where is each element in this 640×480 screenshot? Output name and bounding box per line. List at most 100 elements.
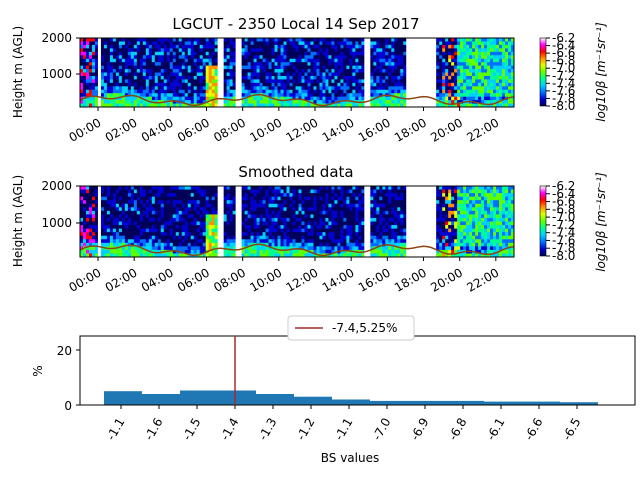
heat-cell: [160, 235, 165, 240]
heat-cell: [154, 186, 159, 190]
heat-cell: [232, 96, 237, 101]
heat-cell: [484, 51, 488, 56]
heat-cell: [196, 210, 201, 215]
heat-cell: [343, 62, 347, 66]
heat-cell: [181, 96, 186, 101]
heat-cell: [415, 55, 419, 60]
heat-cell: [145, 235, 150, 240]
heat-cell: [196, 100, 201, 104]
heat-cell: [379, 82, 383, 87]
heat-cell: [166, 221, 171, 226]
heat-cell: [112, 200, 117, 205]
heat-cell: [364, 75, 368, 80]
heat-cell: [385, 203, 389, 208]
heat-cell: [277, 72, 281, 77]
heat-cell: [226, 93, 231, 98]
heat-cell: [136, 196, 141, 201]
heat-cell: [373, 235, 377, 240]
heat-cell: [115, 89, 120, 94]
heat-cell: [217, 253, 222, 257]
heat-cell: [331, 96, 335, 101]
heat-cell: [298, 203, 302, 208]
heat-cell: [127, 103, 132, 107]
heat-cell: [139, 72, 144, 77]
heat-cell: [325, 203, 329, 208]
heat-cell: [85, 82, 90, 87]
heat-cell: [241, 69, 246, 73]
heat-cell: [376, 203, 380, 208]
heat-cell: [211, 246, 216, 251]
heat-cell: [223, 55, 228, 60]
heat-cell: [157, 82, 162, 87]
heat-cell: [331, 41, 335, 46]
heat-cell: [265, 44, 269, 49]
heat-cell: [367, 51, 371, 56]
heat-cell: [190, 207, 195, 212]
heat-cell: [166, 228, 171, 233]
heat-cell: [283, 221, 287, 226]
heat-cell: [289, 55, 293, 60]
heat-cell: [391, 55, 395, 60]
heat-cell: [190, 186, 195, 190]
heat-cell: [139, 253, 144, 257]
heat-cell: [295, 235, 299, 240]
heat-cell: [367, 79, 371, 84]
heat-cell: [277, 203, 281, 208]
heat-cell: [94, 200, 99, 205]
heat-cell: [112, 228, 117, 233]
heat-cell: [277, 200, 281, 205]
heat-cell: [199, 38, 204, 42]
heat-cell: [253, 203, 257, 208]
heat-cell: [337, 203, 341, 208]
heat-cell: [196, 221, 201, 226]
heat-cell: [253, 72, 257, 77]
heat-cell: [280, 253, 284, 257]
heat-cell: [259, 89, 263, 94]
heat-cell: [364, 79, 368, 84]
heat-cell: [496, 48, 500, 53]
heat-cell: [154, 207, 159, 212]
heat-cell: [223, 93, 228, 98]
heat-cell: [196, 69, 201, 73]
heat-cell: [88, 228, 93, 233]
heat-cell: [313, 79, 317, 84]
heat-cell: [280, 75, 284, 80]
heat-cell: [502, 55, 506, 60]
heat-cell: [247, 196, 251, 201]
heat-cell: [118, 249, 123, 254]
heat-cell: [361, 207, 365, 212]
heat-cell: [442, 86, 446, 91]
heat-cell: [127, 38, 132, 42]
heat-cell: [289, 189, 293, 194]
heat-cell: [343, 214, 347, 219]
heat-cell: [256, 100, 260, 104]
heat-cell: [229, 253, 234, 257]
heat-cell: [199, 207, 204, 212]
heat-cell: [484, 75, 488, 80]
heat-cell: [325, 72, 329, 77]
heat-cell: [82, 93, 87, 98]
heat-cell: [349, 58, 353, 63]
heat-cell: [265, 235, 269, 240]
heat-cell: [400, 62, 404, 66]
heat-cell: [493, 48, 497, 53]
heat-cell: [154, 86, 159, 91]
heat-cell: [124, 69, 129, 73]
heat-cell: [130, 200, 135, 205]
heat-cell: [142, 196, 147, 201]
heat-cell: [364, 217, 368, 222]
heat-cell: [205, 62, 210, 66]
heat-cell: [241, 200, 246, 205]
heat-cell: [100, 100, 105, 104]
heat-cell: [166, 82, 171, 87]
heat-cell: [142, 51, 147, 56]
heat-cell: [190, 225, 195, 229]
heat-cell: [217, 242, 222, 247]
heat-cell: [80, 72, 84, 77]
heat-cell: [178, 246, 183, 251]
heat-cell: [265, 193, 269, 198]
heat-cell: [178, 38, 183, 42]
heat-cell: [181, 200, 186, 205]
heat-cell: [220, 89, 225, 94]
heat-cell: [112, 89, 117, 94]
